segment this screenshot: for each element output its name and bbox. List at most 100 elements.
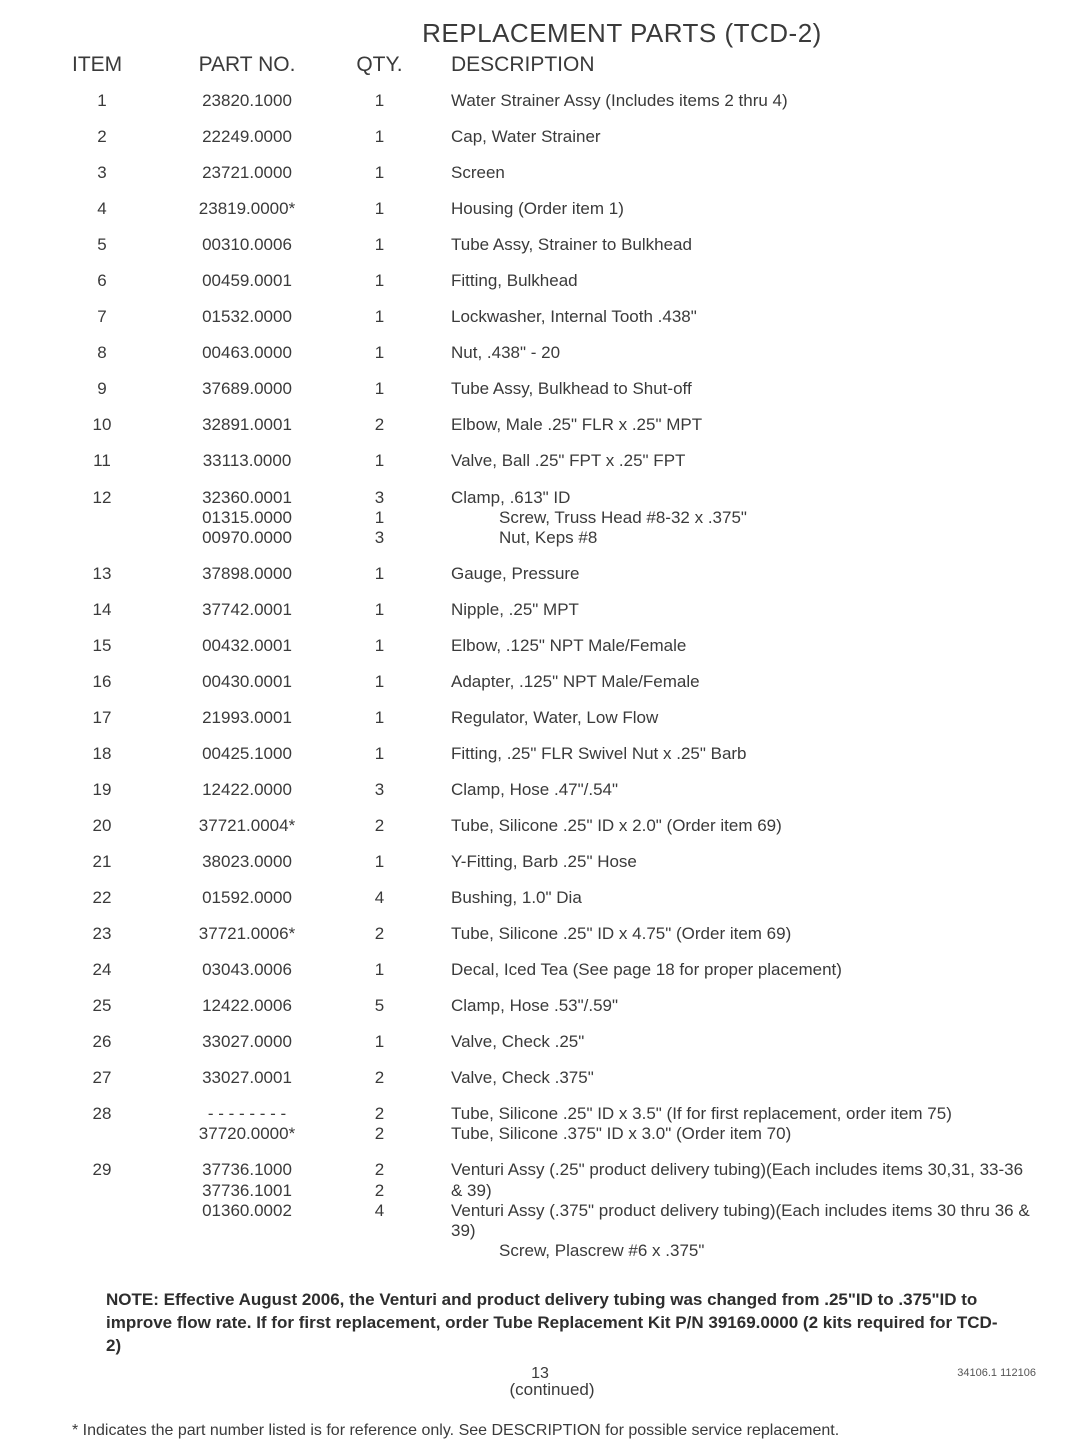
description-text: Water Strainer Assy (Includes items 2 th… bbox=[451, 91, 1032, 111]
cell-qty: 2 bbox=[332, 808, 427, 844]
cell-item: 6 bbox=[72, 263, 162, 299]
part-number: 37689.0000 bbox=[162, 379, 332, 399]
description-text: Tube Assy, Strainer to Bulkhead bbox=[451, 235, 1032, 255]
description-text: Tube Assy, Bulkhead to Shut-off bbox=[451, 379, 1032, 399]
table-row: 600459.00011Fitting, Bulkhead bbox=[72, 263, 1032, 299]
table-row: 2403043.00061Decal, Iced Tea (See page 1… bbox=[72, 952, 1032, 988]
cell-item: 2 bbox=[72, 119, 162, 155]
qty-value: 1 bbox=[332, 127, 427, 147]
qty-value: 4 bbox=[332, 888, 427, 908]
cell-qty: 1 bbox=[332, 191, 427, 227]
cell-qty: 224 bbox=[332, 1152, 427, 1268]
cell-item: 12 bbox=[72, 480, 162, 556]
part-number: 01592.0000 bbox=[162, 888, 332, 908]
qty-value: 1 bbox=[332, 271, 427, 291]
cell-part: 33027.0000 bbox=[162, 1024, 332, 1060]
cell-desc: Decal, Iced Tea (See page 18 for proper … bbox=[427, 952, 1032, 988]
qty-value: 1 bbox=[332, 672, 427, 692]
cell-qty: 1 bbox=[332, 736, 427, 772]
cell-part: 01592.0000 bbox=[162, 880, 332, 916]
cell-item: 9 bbox=[72, 371, 162, 407]
table-row: 1721993.00011Regulator, Water, Low Flow bbox=[72, 700, 1032, 736]
part-number: 00310.0006 bbox=[162, 235, 332, 255]
cell-part: 32360.000101315.000000970.0000 bbox=[162, 480, 332, 556]
cell-part: 37721.0006* bbox=[162, 916, 332, 952]
cell-desc: Adapter, .125" NPT Male/Female bbox=[427, 664, 1032, 700]
qty-value: 2 bbox=[332, 1181, 427, 1201]
table-row: 1912422.00003Clamp, Hose .47"/.54" bbox=[72, 772, 1032, 808]
cell-item: 21 bbox=[72, 844, 162, 880]
description-text: Screen bbox=[451, 163, 1032, 183]
cell-qty: 3 bbox=[332, 772, 427, 808]
qty-value: 1 bbox=[332, 600, 427, 620]
cell-item: 11 bbox=[72, 443, 162, 479]
cell-desc: Lockwasher, Internal Tooth .438" bbox=[427, 299, 1032, 335]
table-row: 2138023.00001Y-Fitting, Barb .25" Hose bbox=[72, 844, 1032, 880]
cell-part: 00425.1000 bbox=[162, 736, 332, 772]
description-text: Tube, Silicone .25" ID x 4.75" (Order it… bbox=[451, 924, 1032, 944]
cell-item: 5 bbox=[72, 227, 162, 263]
parts-table: ITEM PART NO. QTY. DESCRIPTION 123820.10… bbox=[72, 53, 1032, 1269]
part-number: 37742.0001 bbox=[162, 600, 332, 620]
table-row: 701532.00001Lockwasher, Internal Tooth .… bbox=[72, 299, 1032, 335]
qty-value: 3 bbox=[332, 780, 427, 800]
cell-part: 12422.0006 bbox=[162, 988, 332, 1024]
cell-item: 13 bbox=[72, 556, 162, 592]
description-text: Venturi Assy (.25" product delivery tubi… bbox=[451, 1160, 1032, 1200]
cell-part: 33113.0000 bbox=[162, 443, 332, 479]
cell-item: 16 bbox=[72, 664, 162, 700]
cell-desc: Elbow, Male .25" FLR x .25" MPT bbox=[427, 407, 1032, 443]
cell-qty: 1 bbox=[332, 371, 427, 407]
description-text: Clamp, Hose .53"/.59" bbox=[451, 996, 1032, 1016]
cell-item: 10 bbox=[72, 407, 162, 443]
cell-desc: Bushing, 1.0" Dia bbox=[427, 880, 1032, 916]
qty-value: 1 bbox=[332, 91, 427, 111]
cell-part: 01532.0000 bbox=[162, 299, 332, 335]
cell-qty: 1 bbox=[332, 556, 427, 592]
cell-item: 27 bbox=[72, 1060, 162, 1096]
cell-qty: 1 bbox=[332, 664, 427, 700]
cell-item: 29 bbox=[72, 1152, 162, 1268]
table-row: 1500432.00011Elbow, .125" NPT Male/Femal… bbox=[72, 628, 1032, 664]
part-number: 00430.0001 bbox=[162, 672, 332, 692]
cell-desc: Valve, Ball .25" FPT x .25" FPT bbox=[427, 443, 1032, 479]
page-title: REPLACEMENT PARTS (TCD-2) bbox=[212, 18, 1032, 49]
qty-value: 2 bbox=[332, 816, 427, 836]
cell-qty: 2 bbox=[332, 407, 427, 443]
qty-value: 1 bbox=[332, 1032, 427, 1052]
qty-value: 1 bbox=[332, 744, 427, 764]
footnote-text: * Indicates the part number listed is fo… bbox=[72, 1422, 1032, 1440]
cell-desc: Clamp, Hose .47"/.54" bbox=[427, 772, 1032, 808]
part-number: 01532.0000 bbox=[162, 307, 332, 327]
cell-part: 12422.0000 bbox=[162, 772, 332, 808]
cell-item: 28 bbox=[72, 1096, 162, 1152]
table-row: 1133113.00001Valve, Ball .25" FPT x .25"… bbox=[72, 443, 1032, 479]
table-row: 222249.00001Cap, Water Strainer bbox=[72, 119, 1032, 155]
cell-item: 1 bbox=[72, 83, 162, 119]
note-text: NOTE: Effective August 2006, the Venturi… bbox=[106, 1289, 998, 1358]
cell-item: 26 bbox=[72, 1024, 162, 1060]
qty-value: 5 bbox=[332, 996, 427, 1016]
cell-part: 00463.0000 bbox=[162, 335, 332, 371]
table-row: 2512422.00065Clamp, Hose .53"/.59" bbox=[72, 988, 1032, 1024]
cell-desc: Venturi Assy (.25" product delivery tubi… bbox=[427, 1152, 1032, 1268]
header-item: ITEM bbox=[72, 53, 162, 83]
cell-item: 22 bbox=[72, 880, 162, 916]
table-row: 2201592.00004Bushing, 1.0" Dia bbox=[72, 880, 1032, 916]
part-number: 33027.0001 bbox=[162, 1068, 332, 1088]
qty-value: 1 bbox=[332, 379, 427, 399]
cell-part: 38023.0000 bbox=[162, 844, 332, 880]
qty-value: 1 bbox=[332, 163, 427, 183]
table-row: 1337898.00001Gauge, Pressure bbox=[72, 556, 1032, 592]
description-text: Regulator, Water, Low Flow bbox=[451, 708, 1032, 728]
cell-desc: Valve, Check .375" bbox=[427, 1060, 1032, 1096]
qty-value: 1 bbox=[332, 235, 427, 255]
qty-value: 1 bbox=[332, 852, 427, 872]
cell-desc: Clamp, Hose .53"/.59" bbox=[427, 988, 1032, 1024]
qty-value: 1 bbox=[332, 508, 427, 528]
table-row: 28- - - - - - - -37720.0000*22Tube, Sili… bbox=[72, 1096, 1032, 1152]
cell-qty: 1 bbox=[332, 227, 427, 263]
cell-qty: 1 bbox=[332, 1024, 427, 1060]
cell-desc: Tube, Silicone .25" ID x 3.5" (If for fi… bbox=[427, 1096, 1032, 1152]
part-number: 01360.0002 bbox=[162, 1201, 332, 1221]
